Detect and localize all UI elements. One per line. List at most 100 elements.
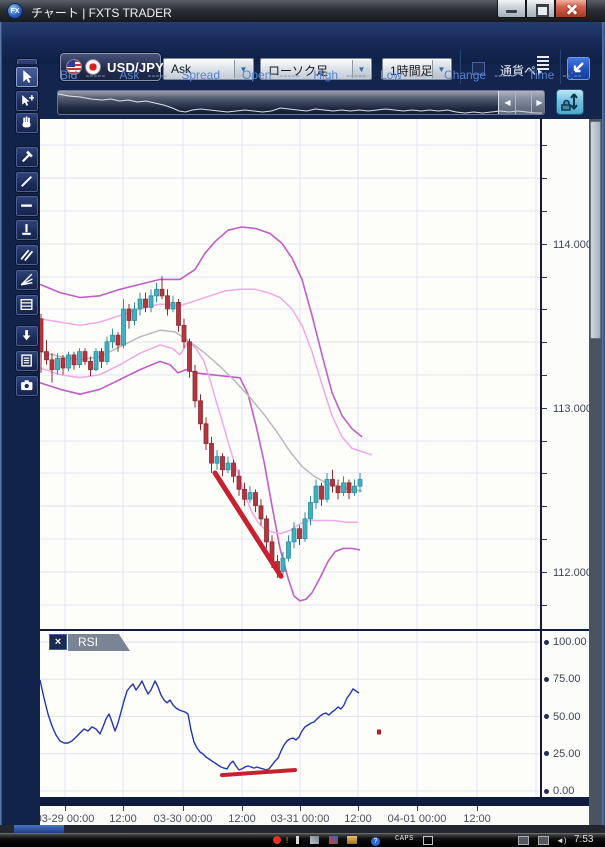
snapshot-button[interactable] <box>15 375 39 397</box>
time-axis-label: 03-30 00:00 <box>153 813 213 825</box>
window-bottom-accent <box>14 825 64 833</box>
volume-icon[interactable]: ◄) <box>556 836 567 845</box>
navigator-thumb[interactable]: ◀ ▶ <box>498 91 544 114</box>
rsi-axis-label: 0.00 <box>553 785 575 797</box>
time-axis-tick <box>65 806 66 811</box>
rsi-close-button[interactable]: × <box>49 634 67 650</box>
hammer-icon <box>21 150 33 163</box>
price-axis-divider <box>540 119 542 806</box>
quote-label: Time <box>528 68 555 82</box>
pan-tool[interactable] <box>15 112 39 134</box>
crosshair-tool[interactable] <box>15 90 39 112</box>
cursor-plus-icon <box>22 95 34 106</box>
jp-flag-icon <box>85 59 101 75</box>
download-data-button[interactable] <box>15 325 39 347</box>
parallel-icon <box>20 249 34 261</box>
package-tray-icon[interactable] <box>347 836 357 845</box>
chevron-down-icon[interactable]: ▼ <box>352 60 370 78</box>
horizontal-line-tool[interactable] <box>15 195 39 217</box>
time-axis-tick <box>417 806 418 811</box>
quote-field-high: High ----- <box>313 64 366 86</box>
navigator-left-arrow[interactable]: ◀ <box>500 91 516 114</box>
rsi-axis-dot <box>544 639 549 645</box>
scrollbar-thumb[interactable] <box>590 121 601 339</box>
os-taskbar[interactable]: ! ? CAPS ◄) 7:53 <box>0 833 605 846</box>
list-menu-icon[interactable] <box>537 56 549 75</box>
toolbar-separator <box>459 50 461 84</box>
symbol-button[interactable]: USD/JPY <box>60 53 165 81</box>
price-axis-tick <box>542 441 547 442</box>
palette-tray-icon[interactable] <box>329 836 338 845</box>
quote-field-time: Time --:-- <box>528 64 582 86</box>
fibonacci-tool[interactable] <box>15 294 39 316</box>
time-axis-label: 03-31 00:00 <box>270 813 330 825</box>
scale-lock-button[interactable] <box>556 89 584 115</box>
quote-field-ask: Ask ----- <box>119 64 167 86</box>
time-axis-tick <box>242 806 243 811</box>
fan-lines-tool[interactable] <box>15 269 39 291</box>
alert-icon[interactable]: ! <box>286 836 289 845</box>
help-tray-icon[interactable]: ? <box>371 836 380 846</box>
timeframe-select[interactable]: 1時間足 ▼ <box>382 58 452 80</box>
fib-icon <box>20 299 33 310</box>
tools-tray-icon[interactable] <box>310 836 319 845</box>
price-axis-tick <box>542 342 547 343</box>
price-marker-tool[interactable] <box>15 146 39 168</box>
time-axis-label: 12:00 <box>109 813 137 825</box>
quote-value: ----- <box>346 68 367 82</box>
navigator-right-arrow[interactable]: ▶ <box>531 91 544 114</box>
rsi-label-tab[interactable]: RSI <box>68 634 130 651</box>
quote-value: ----- <box>494 68 515 82</box>
quote-label: Ask <box>119 68 140 82</box>
minimize-button[interactable] <box>497 0 526 18</box>
price-axis-tick <box>542 408 547 409</box>
quote-label: Change <box>444 68 487 82</box>
price-axis-tick <box>542 605 547 606</box>
symbol-label: USD/JPY <box>107 59 165 75</box>
price-axis-tick <box>542 277 547 278</box>
chart-properties-button[interactable] <box>15 350 39 372</box>
time-axis-label: 12:00 <box>344 813 372 825</box>
notification-icon[interactable] <box>273 836 281 845</box>
rsi-pane[interactable]: × RSI <box>40 631 540 797</box>
rsi-axis-label: 75.00 <box>553 673 581 686</box>
chart-style-select[interactable]: ローソク足 ▼ <box>260 58 372 80</box>
chart-navigator[interactable]: ◀ ▶ <box>57 90 545 115</box>
chevron-down-icon[interactable]: ▼ <box>234 60 252 78</box>
close-button[interactable] <box>555 0 587 18</box>
document-icon <box>21 354 32 367</box>
quote-field-low: Low ----- <box>380 64 430 86</box>
dock-window-button[interactable] <box>567 57 590 80</box>
quote-label: Low <box>380 68 403 82</box>
taskbar-clock: 7:53 <box>574 834 594 845</box>
price-axis[interactable]: 114.000 113.000 112.000 <box>542 119 592 629</box>
price-axis-tick <box>542 572 547 573</box>
window-right-border <box>602 22 605 833</box>
maximize-button[interactable] <box>526 0 555 18</box>
currency-pair-checkbox[interactable] <box>472 62 485 75</box>
main-chart-svg <box>40 119 540 630</box>
pointer-tool[interactable] <box>15 66 39 88</box>
main-chart-pane[interactable] <box>40 119 540 630</box>
title-bar[interactable]: FX チャート | FXTS TRADER <box>0 0 605 23</box>
trendline-tool[interactable] <box>15 171 39 193</box>
chevron-down-icon[interactable]: ▼ <box>432 60 450 78</box>
chart-toolbar: + USD/JPY Ask ▼ ローソク足 ▼ 1時間足 ▼ 通貨ペ <box>0 22 605 84</box>
pane-divider <box>40 629 589 631</box>
vertical-scrollbar[interactable] <box>589 119 602 830</box>
ime-person-icon[interactable] <box>296 836 299 845</box>
price-mode-select[interactable]: Ask ▼ <box>163 58 254 80</box>
quote-value: ----- <box>279 68 300 82</box>
hline-icon <box>21 204 32 207</box>
parallel-lines-tool[interactable] <box>15 244 39 266</box>
quote-field-change: Change ----- <box>444 64 514 86</box>
price-axis-tick <box>542 178 547 179</box>
currency-pair-label: 通貨ペ <box>500 64 536 78</box>
vertical-line-tool[interactable] <box>15 219 39 241</box>
price-axis-tick <box>542 539 547 540</box>
line-icon <box>20 175 33 188</box>
price-axis-tick <box>542 145 547 146</box>
quote-field-open: Open ----- <box>242 64 299 86</box>
drawing-tool-rail <box>0 64 40 825</box>
rsi-chart-svg <box>40 631 540 797</box>
